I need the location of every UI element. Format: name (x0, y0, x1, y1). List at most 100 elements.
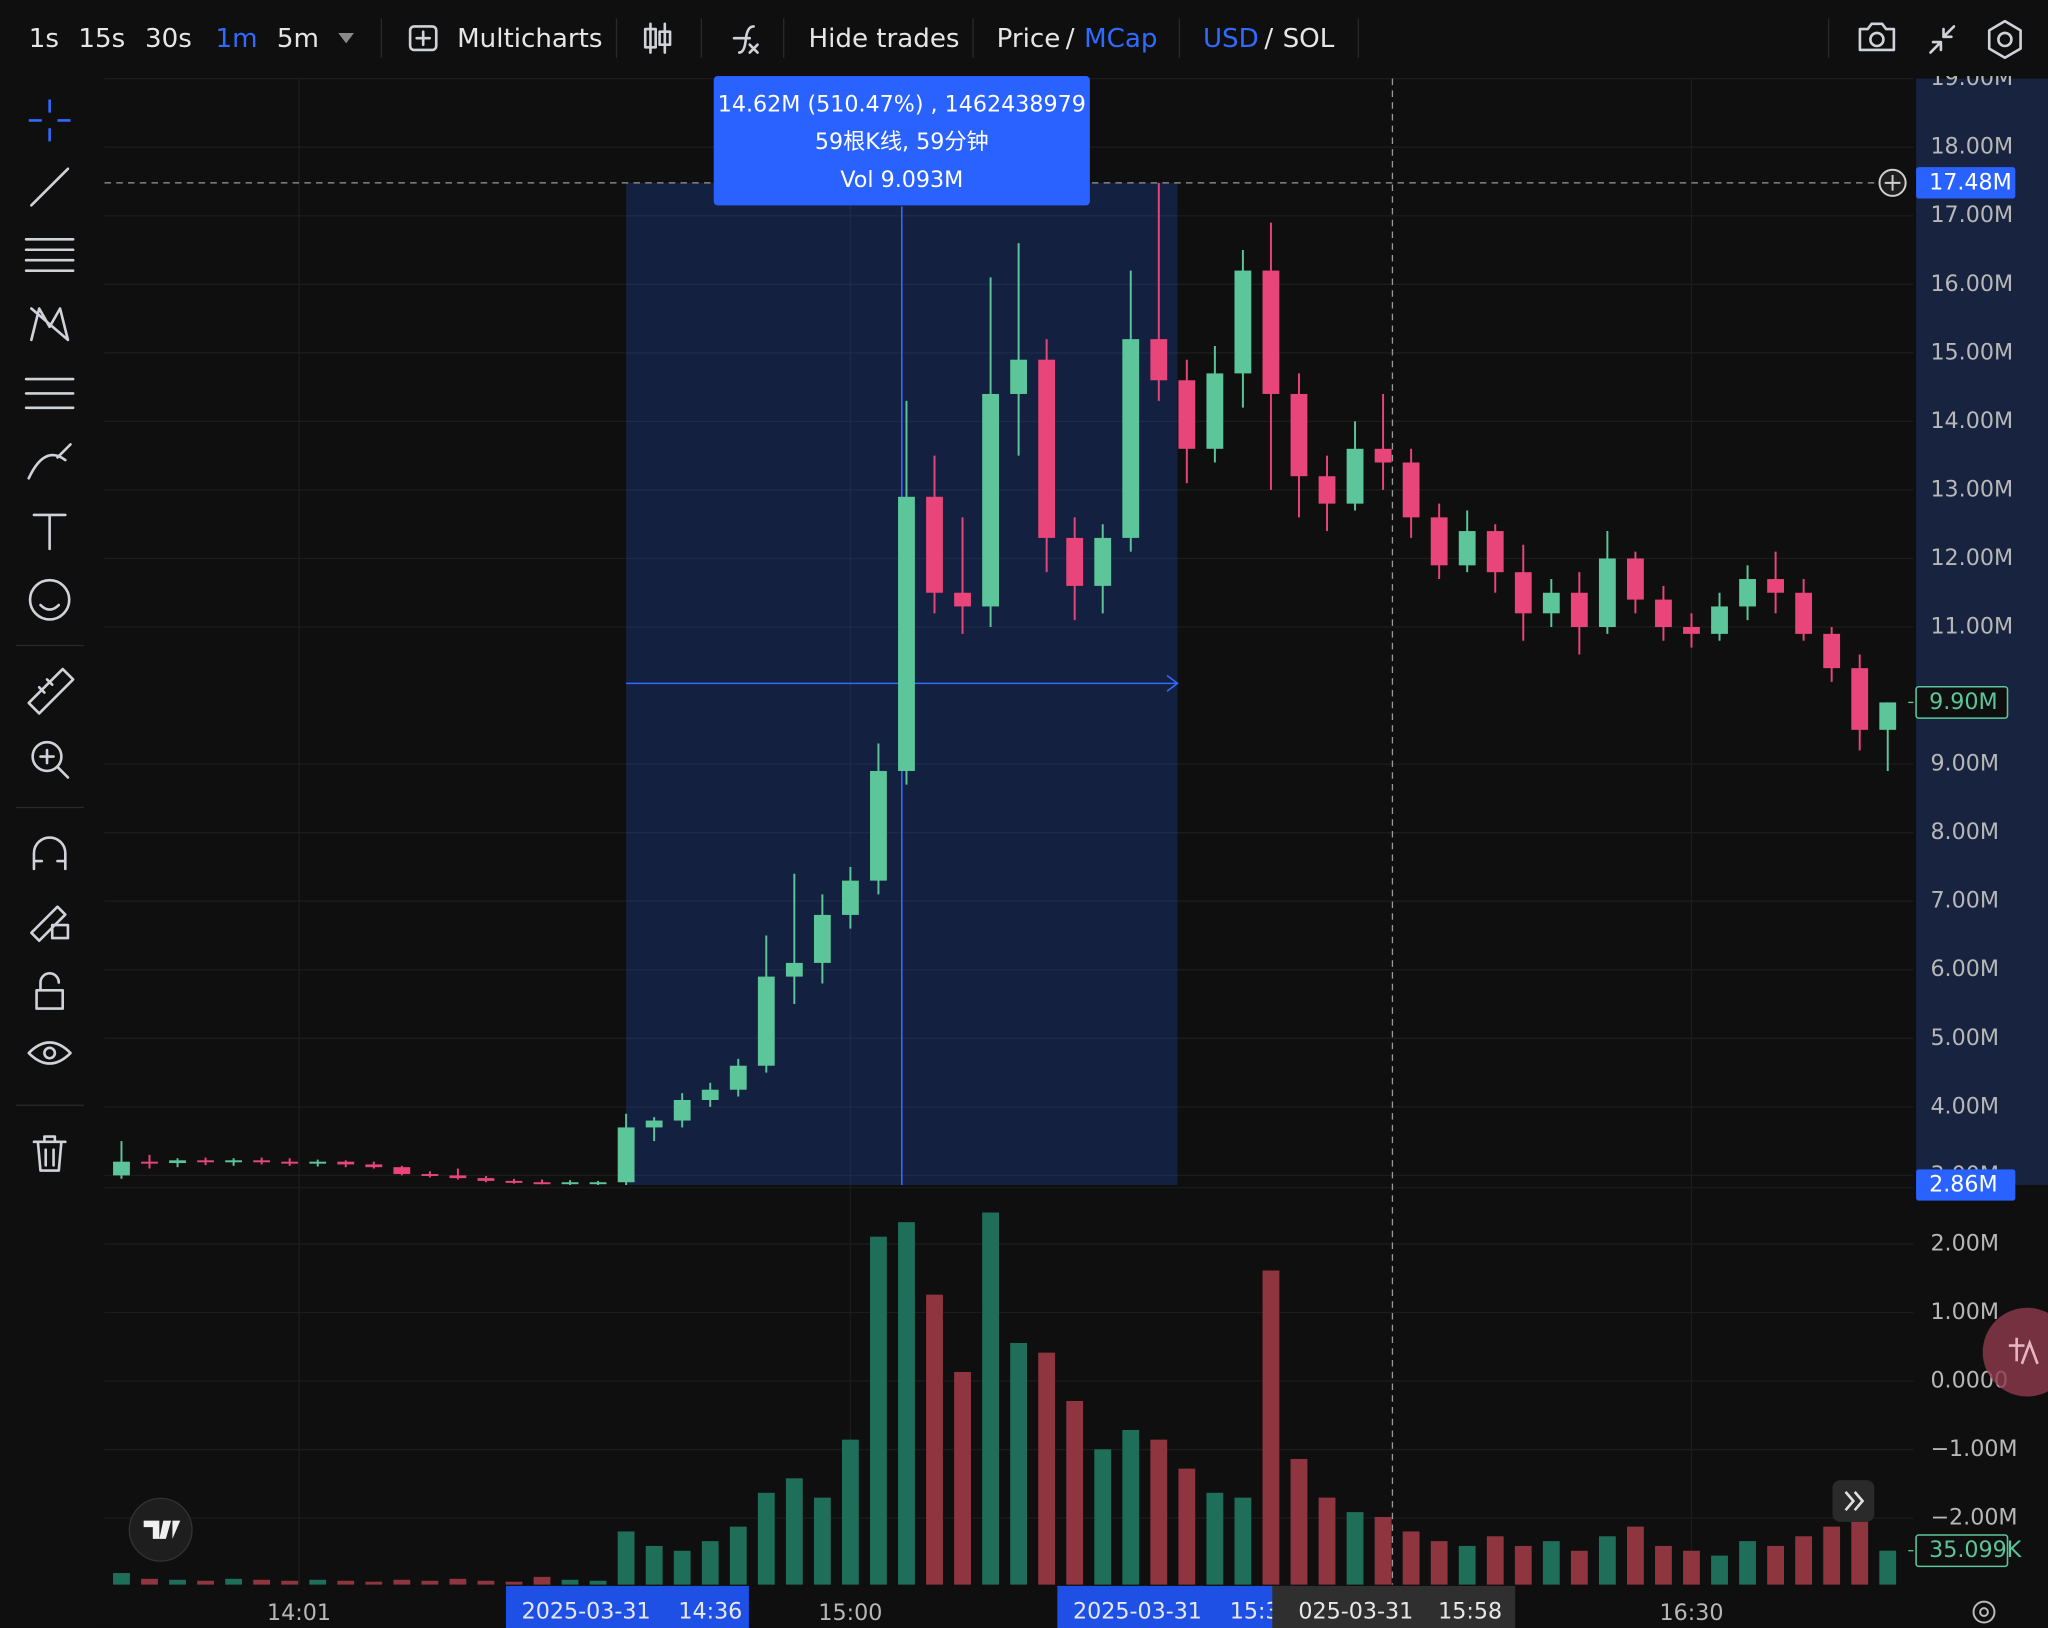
candle-body (1795, 592, 1813, 634)
candle-body (505, 1180, 523, 1183)
candle-body (1598, 558, 1616, 628)
volume-bar (365, 1581, 383, 1585)
screenshot-icon[interactable] (1858, 22, 1896, 52)
visibility-tool[interactable] (43, 1046, 57, 1060)
zoom-tool[interactable] (39, 748, 70, 779)
volume-bar (141, 1578, 158, 1585)
x-highlight-date: 2025-03-31 (522, 1599, 651, 1625)
price-mode[interactable]: Price (997, 24, 1061, 54)
candle-body (1374, 448, 1392, 463)
candle-body (1094, 537, 1112, 586)
multicharts-button[interactable]: Multicharts (457, 24, 602, 54)
brush-tool[interactable] (27, 443, 72, 480)
volume-bar (477, 1580, 495, 1585)
last-price-label-box (1915, 685, 2009, 719)
candle-body (757, 976, 775, 1066)
x-highlight-box (1057, 1585, 1301, 1628)
interval[interactable]: 15s (78, 24, 125, 54)
visibility-tool[interactable] (27, 1041, 72, 1065)
y-tick-label: 14.00M (1930, 408, 2013, 434)
settings-icon[interactable] (1997, 31, 2013, 48)
volume-bar (281, 1580, 299, 1585)
volume-bar (197, 1580, 214, 1585)
x-tick-label: 15:00 (818, 1600, 882, 1626)
volume-bar (561, 1579, 579, 1585)
candle-body (813, 914, 831, 963)
y-tick-label: 13.00M (1930, 476, 2013, 502)
translate-button[interactable] (2008, 1337, 2039, 1365)
pattern-tool[interactable] (30, 307, 70, 342)
lock-drawings-tool[interactable] (30, 905, 70, 942)
toolbar-bg (0, 0, 2048, 77)
hlines-tool[interactable] (24, 237, 75, 272)
candle-body (645, 1120, 663, 1128)
ruler-tool[interactable] (27, 667, 75, 715)
zoom-tool[interactable] (31, 740, 63, 773)
interval[interactable]: 30s (145, 24, 192, 54)
y-tick-label: 5.00M (1930, 1025, 1999, 1051)
currency[interactable]: SOL (1283, 24, 1335, 54)
candle-body (225, 1160, 243, 1163)
candle-body (1711, 606, 1728, 634)
y-tick-label: 18.00M (1930, 134, 2013, 160)
volume-bar (1262, 1270, 1280, 1585)
x-highlight-box (1272, 1585, 1516, 1628)
price-mode-active[interactable]: MCap (1084, 24, 1157, 54)
candle-body (393, 1167, 411, 1175)
axis-settings[interactable] (1972, 1600, 1996, 1624)
volume-bar (954, 1371, 971, 1585)
candle-body (337, 1161, 355, 1165)
candle-body (1178, 380, 1196, 449)
line-tool[interactable] (30, 167, 70, 207)
volume-bar (1150, 1439, 1168, 1585)
crosshair-tool[interactable] (28, 99, 71, 142)
y-tick-label: 16.00M (1930, 271, 2013, 297)
drawing-toolbar-bg (0, 76, 102, 1628)
interval[interactable]: 5m (277, 24, 319, 54)
y-tick-label: 4.00M (1930, 1093, 1999, 1119)
y-tick-label: 9.00M (1930, 751, 1999, 777)
hide-trades-button[interactable]: Hide trades (808, 24, 959, 54)
interval-active[interactable]: 1m (216, 24, 258, 54)
candle-body (253, 1160, 271, 1163)
y-tick-label: 7.00M (1930, 888, 1999, 914)
screenshot-icon[interactable] (1869, 31, 1885, 48)
plot: 14.62M (510.47%) , 1462438979 59根K线, 59分钟… (91, 0, 2048, 1628)
volume-bar (421, 1580, 439, 1585)
settings-icon[interactable] (1987, 19, 2022, 60)
collapse-icon[interactable] (1929, 25, 1956, 54)
measure-tooltip-text: 14.62M (510.47%) , 1462438979 (718, 91, 1086, 117)
candle-body (1318, 476, 1336, 504)
delete-tool[interactable] (32, 1135, 67, 1172)
scroll-right-button[interactable] (1844, 1491, 1865, 1512)
magnet-tool[interactable] (32, 836, 67, 871)
volume-bar (1318, 1497, 1336, 1585)
volume-bar (673, 1550, 691, 1585)
candle-body (1402, 462, 1420, 518)
candle-body (1879, 702, 1897, 730)
interval-dropdown[interactable] (338, 32, 354, 44)
text-tool[interactable] (32, 513, 67, 551)
axis-settings[interactable] (1979, 1607, 1989, 1617)
currency-active[interactable]: USD (1203, 24, 1259, 54)
candle-body (1823, 633, 1841, 669)
volume-bar (757, 1492, 775, 1585)
y-tick-label: 12.00M (1930, 545, 2013, 571)
chart-type-icon[interactable] (643, 22, 672, 54)
multicharts-icon[interactable] (415, 30, 432, 46)
emoji-tool[interactable] (28, 578, 71, 621)
candle-body (449, 1175, 467, 1179)
volume-bar (225, 1578, 243, 1585)
emoji-tool[interactable] (39, 603, 61, 611)
multicharts-icon[interactable] (408, 25, 438, 52)
fib-tool[interactable] (24, 377, 75, 410)
add-alert-button[interactable] (1884, 175, 1901, 191)
lock-tool[interactable] (35, 972, 64, 1010)
indicators-icon[interactable] (732, 25, 759, 54)
volume-bar (253, 1579, 271, 1585)
interval[interactable]: 1s (29, 24, 59, 54)
candle-body (1542, 592, 1560, 614)
currency: / (1264, 24, 1273, 54)
volume-marker-label: 35.099K (1929, 1537, 2023, 1563)
